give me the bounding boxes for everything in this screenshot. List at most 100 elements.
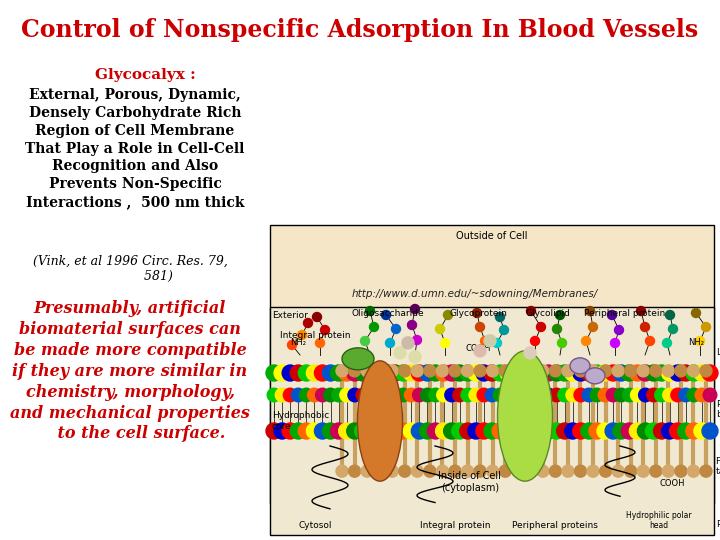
Circle shape (449, 365, 461, 377)
Circle shape (441, 339, 449, 348)
Circle shape (424, 365, 436, 377)
Circle shape (524, 465, 536, 477)
Circle shape (369, 322, 379, 332)
Circle shape (304, 319, 312, 327)
Circle shape (587, 465, 599, 477)
Circle shape (613, 423, 629, 439)
Circle shape (436, 465, 449, 477)
Circle shape (612, 465, 624, 477)
Circle shape (436, 365, 451, 381)
Circle shape (436, 325, 444, 334)
Text: Fatty acyl
tails: Fatty acyl tails (716, 457, 720, 476)
Circle shape (347, 365, 363, 381)
Circle shape (411, 365, 428, 381)
Circle shape (637, 465, 649, 477)
Circle shape (581, 365, 597, 381)
Circle shape (469, 388, 482, 402)
Circle shape (364, 388, 378, 402)
Circle shape (413, 335, 421, 345)
Circle shape (662, 339, 672, 348)
Circle shape (536, 322, 546, 332)
Circle shape (501, 388, 515, 402)
Circle shape (399, 365, 410, 377)
Circle shape (663, 388, 676, 402)
Circle shape (574, 388, 588, 402)
Circle shape (274, 423, 290, 439)
Text: http://www.d.umn.edu/~sdowning/Membranes/: http://www.d.umn.edu/~sdowning/Membranes… (352, 289, 598, 299)
Circle shape (637, 365, 654, 381)
Circle shape (323, 423, 338, 439)
Text: Glycocalyx :: Glycocalyx : (94, 68, 195, 82)
Circle shape (379, 423, 395, 439)
Circle shape (437, 388, 450, 402)
Text: Glycolipid: Glycolipid (526, 309, 570, 318)
Circle shape (436, 365, 449, 377)
Circle shape (646, 336, 654, 346)
Circle shape (541, 388, 555, 402)
Circle shape (330, 365, 346, 381)
Circle shape (348, 388, 361, 402)
Circle shape (475, 322, 485, 332)
Circle shape (386, 465, 398, 477)
Circle shape (557, 339, 567, 348)
Circle shape (355, 423, 371, 439)
Circle shape (336, 365, 348, 377)
Circle shape (451, 365, 468, 381)
Circle shape (621, 365, 637, 381)
Circle shape (424, 465, 436, 477)
Circle shape (518, 388, 531, 402)
Circle shape (662, 465, 675, 477)
Circle shape (348, 465, 361, 477)
Circle shape (462, 365, 474, 377)
Circle shape (290, 365, 306, 381)
Circle shape (510, 388, 523, 402)
Circle shape (524, 347, 536, 359)
Circle shape (300, 388, 313, 402)
Circle shape (315, 388, 329, 402)
Circle shape (266, 365, 282, 381)
Circle shape (573, 423, 589, 439)
Circle shape (484, 365, 500, 381)
Circle shape (566, 388, 580, 402)
Circle shape (637, 365, 649, 377)
Circle shape (468, 423, 484, 439)
Circle shape (428, 365, 444, 381)
Circle shape (312, 313, 322, 321)
Circle shape (499, 365, 511, 377)
Circle shape (409, 351, 421, 363)
Circle shape (613, 365, 629, 381)
Text: Glycoprotein: Glycoprotein (449, 309, 507, 318)
Circle shape (408, 321, 416, 329)
Circle shape (646, 365, 662, 381)
Circle shape (460, 365, 476, 381)
Circle shape (348, 365, 361, 377)
Circle shape (687, 388, 701, 402)
Circle shape (671, 388, 685, 402)
Ellipse shape (570, 358, 590, 374)
Circle shape (386, 365, 398, 377)
Circle shape (282, 423, 298, 439)
Circle shape (558, 388, 572, 402)
Circle shape (654, 388, 668, 402)
Circle shape (550, 388, 563, 402)
Circle shape (691, 308, 701, 318)
Circle shape (665, 310, 675, 320)
Circle shape (694, 423, 710, 439)
Circle shape (449, 465, 461, 477)
Circle shape (330, 423, 346, 439)
Circle shape (413, 388, 426, 402)
Circle shape (307, 365, 323, 381)
Circle shape (444, 310, 452, 320)
Circle shape (702, 365, 718, 381)
Circle shape (292, 388, 305, 402)
Circle shape (371, 365, 387, 381)
Circle shape (700, 465, 712, 477)
Circle shape (347, 423, 363, 439)
Circle shape (678, 423, 694, 439)
Circle shape (411, 465, 423, 477)
Circle shape (600, 465, 611, 477)
Circle shape (534, 388, 547, 402)
Circle shape (526, 388, 539, 402)
Circle shape (361, 465, 373, 477)
Circle shape (372, 388, 386, 402)
